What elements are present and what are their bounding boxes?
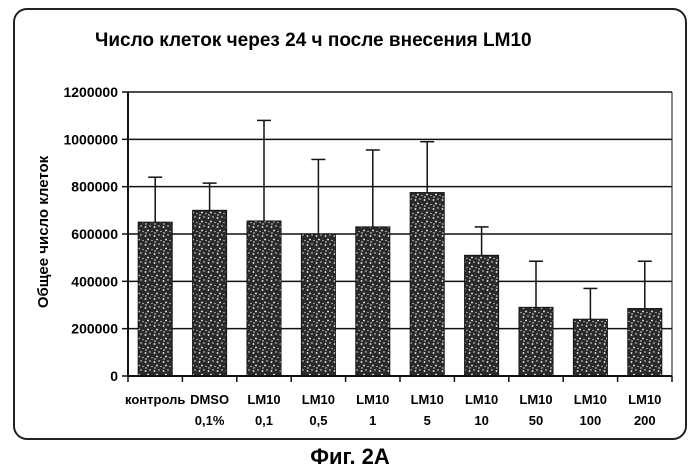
y-tick-label: 1000000: [63, 131, 118, 147]
x-tick-label: 0,1: [255, 413, 273, 428]
bar: [247, 221, 281, 376]
x-tick-label: 0,1%: [195, 413, 225, 428]
x-tick-label: 1: [369, 413, 376, 428]
x-tick-label: 10: [474, 413, 488, 428]
chart-title: Число клеток через 24 ч после внесения L…: [95, 30, 532, 51]
bar: [410, 193, 444, 376]
x-tick-label: 100: [580, 413, 602, 428]
x-tick-label: 5: [424, 413, 431, 428]
y-tick-label: 1200000: [63, 84, 118, 100]
bar: [193, 210, 227, 376]
x-tick-label: LM10: [411, 392, 444, 407]
bar: [301, 234, 335, 376]
bar: [628, 309, 662, 376]
x-tick-label: DMSO: [190, 392, 229, 407]
y-axis-label: Общее число клеток: [35, 155, 52, 308]
bar: [573, 319, 607, 376]
x-tick-label: LM10: [302, 392, 335, 407]
x-tick-label: LM10: [519, 392, 552, 407]
x-tick-label: контроль: [125, 392, 185, 407]
bar: [519, 307, 553, 376]
x-tick-label: LM10: [465, 392, 498, 407]
bar: [465, 255, 499, 376]
y-tick-label: 800000: [71, 179, 118, 195]
x-tick-labels: контроль DMSO 0,1% LM10 0,1 LM10 0,5 LM10 1 LM10 5…: [125, 392, 661, 428]
x-tick-label: LM10: [628, 392, 661, 407]
y-tick-label: 600000: [71, 226, 118, 242]
x-tick-label: LM10: [574, 392, 607, 407]
y-tick-labels: 0 200000 400000 600000 800000 1000000 1200000: [63, 84, 118, 384]
x-tick-label: 200: [634, 413, 656, 428]
bars: [138, 193, 662, 376]
x-tick-label: 0,5: [309, 413, 327, 428]
bar: [138, 222, 172, 376]
y-tick-label: 400000: [71, 273, 118, 289]
x-tick-label: LM10: [356, 392, 389, 407]
x-tick-label: LM10: [247, 392, 280, 407]
bar-chart: Число клеток через 24 ч после внесения L…: [0, 0, 700, 440]
bar: [356, 227, 390, 376]
figure-caption: Фиг. 2A: [0, 444, 700, 470]
x-tick-label: 50: [529, 413, 543, 428]
y-tick-label: 0: [110, 368, 118, 384]
y-tick-label: 200000: [71, 321, 118, 337]
